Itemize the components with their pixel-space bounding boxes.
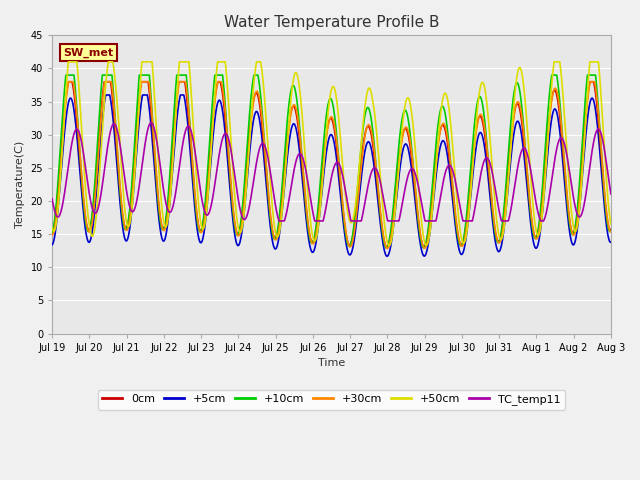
Y-axis label: Temperature(C): Temperature(C)	[15, 141, 25, 228]
X-axis label: Time: Time	[318, 358, 345, 368]
Legend: 0cm, +5cm, +10cm, +30cm, +50cm, TC_temp11: 0cm, +5cm, +10cm, +30cm, +50cm, TC_temp1…	[97, 390, 565, 409]
Text: SW_met: SW_met	[63, 47, 113, 58]
Title: Water Temperature Profile B: Water Temperature Profile B	[224, 15, 439, 30]
